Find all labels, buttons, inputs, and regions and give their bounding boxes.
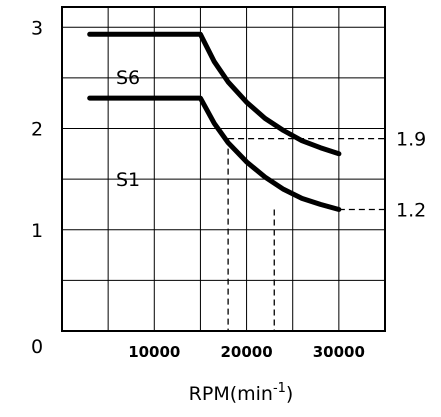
- series-line-s6: [87, 31, 342, 157]
- x-tick-label: 30000: [313, 343, 365, 361]
- x-axis-label-main: RPM(min: [189, 383, 273, 405]
- x-tick-labels: 10000 20000 30000: [128, 343, 365, 361]
- guide-lines: [227, 137, 385, 331]
- annotation-labels: 1.9 1.2: [396, 129, 426, 222]
- series-line-s1: [87, 95, 342, 212]
- series-lines: [87, 31, 342, 212]
- x-axis-label-close: ): [286, 383, 293, 405]
- x-tick-label: 20000: [220, 343, 272, 361]
- annotation-value: 1.9: [396, 129, 426, 151]
- series-labels: S6 S1: [116, 67, 140, 191]
- y-tick-label: 0: [31, 336, 43, 358]
- annotation-value: 1.2: [396, 200, 426, 222]
- plot-frame: [61, 6, 386, 332]
- y-tick-labels: 0 1 2 3: [31, 17, 43, 358]
- x-axis-label: RPM(min-1): [189, 381, 294, 405]
- x-axis-label-superscript: -1: [273, 381, 286, 396]
- y-tick-label: 2: [31, 119, 43, 141]
- series-label-s6: S6: [116, 67, 140, 89]
- y-tick-label: 3: [31, 17, 43, 39]
- series-label-s1: S1: [116, 169, 140, 191]
- x-tick-label: 10000: [128, 343, 180, 361]
- grid: [62, 7, 385, 331]
- y-tick-label: 1: [31, 220, 43, 242]
